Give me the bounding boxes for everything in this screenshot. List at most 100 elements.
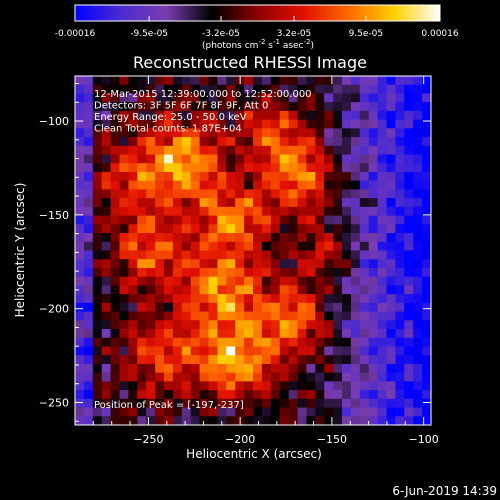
heatmap-cell [288, 171, 298, 182]
heatmap-cell [261, 250, 272, 260]
heatmap-cell [395, 215, 405, 225]
heatmap-cell [137, 84, 147, 94]
heatmap-cell [404, 276, 414, 286]
heatmap-cell [190, 398, 200, 408]
heatmap-cell [368, 311, 378, 321]
heatmap-cell [146, 259, 156, 269]
heatmap-cell [386, 198, 396, 208]
heatmap-cell [315, 233, 325, 243]
heatmap-cell [342, 189, 352, 199]
heatmap-cell [333, 407, 343, 417]
heatmap-cell [146, 154, 156, 164]
heatmap-cell [235, 84, 245, 94]
heatmap-cell [181, 372, 192, 382]
heatmap-cell [101, 119, 111, 129]
heatmap-cell [297, 346, 307, 356]
heatmap-cell [164, 302, 174, 312]
heatmap-cell [128, 311, 138, 321]
heatmap-cell [279, 76, 289, 86]
heatmap-cell [359, 250, 370, 260]
heatmap-cell [83, 311, 94, 321]
heatmap-cell [368, 171, 378, 182]
heatmap-cell [377, 294, 387, 304]
heatmap-cell [146, 171, 156, 182]
heatmap-cell [181, 206, 192, 217]
heatmap-cell [226, 407, 236, 417]
heatmap-cell [235, 110, 245, 121]
heatmap-cell [226, 206, 236, 217]
heatmap-cell [128, 137, 138, 147]
heatmap-cell [288, 276, 298, 286]
heatmap-cell [413, 110, 423, 121]
heatmap-cell [235, 102, 245, 112]
heatmap-cell [253, 250, 263, 260]
heatmap-cell [164, 233, 174, 243]
heatmap-cell [172, 250, 183, 260]
heatmap-cell [190, 119, 200, 129]
heatmap-cell [288, 355, 298, 365]
heatmap-cell [422, 154, 431, 164]
heatmap-cell [217, 93, 227, 103]
heatmap-cell [128, 76, 138, 86]
heatmap-cell [172, 110, 183, 121]
heatmap-cell [110, 163, 120, 173]
heatmap-cell [297, 276, 307, 286]
heatmap-cell [208, 285, 218, 295]
heatmap-cell [137, 180, 147, 190]
heatmap-cell [359, 416, 370, 425]
heatmap-cell [235, 93, 245, 103]
heatmap-cell [181, 381, 192, 391]
heatmap-cell [101, 276, 111, 286]
heatmap-cell [422, 355, 431, 365]
date-stamp: 6-Jun-2019 14:39 [392, 484, 497, 498]
heatmap-cell [297, 119, 307, 129]
heatmap-cell [395, 320, 405, 330]
heatmap-cell [101, 128, 111, 138]
heatmap-cell [190, 329, 200, 339]
heatmap-cell [119, 390, 129, 400]
heatmap-cell [333, 259, 343, 269]
heatmap-cell [155, 294, 165, 304]
heatmap-cell [297, 102, 307, 112]
observation-annotations: 12-Mar-2015 12:39:00.000 to 12:52:00.000… [94, 89, 312, 135]
heatmap-cell [342, 163, 352, 173]
heatmap-cell [368, 398, 378, 408]
heatmap-cell [226, 381, 236, 391]
heatmap-cell [155, 363, 165, 374]
heatmap-cell [190, 233, 200, 243]
heatmap-cell [83, 241, 94, 251]
heatmap-cell [110, 407, 120, 417]
heatmap-cell [261, 128, 272, 138]
heatmap-cell [110, 285, 120, 295]
heatmap-cell [306, 110, 316, 121]
heatmap-cell [119, 84, 129, 94]
heatmap-cell [395, 137, 405, 147]
heatmap-cell [315, 363, 325, 374]
heatmap-cell [324, 337, 334, 347]
heatmap-cell [190, 163, 200, 173]
heatmap-cell [404, 355, 414, 365]
heatmap-cell [128, 198, 138, 208]
heatmap-cell [83, 110, 94, 121]
heatmap-cell [253, 346, 263, 356]
heatmap-cell [83, 390, 94, 400]
heatmap-cell [413, 355, 423, 365]
heatmap-cell [253, 276, 263, 286]
heatmap-cell [261, 416, 272, 425]
heatmap-cell [119, 302, 129, 312]
heatmap-cell [190, 267, 200, 278]
heatmap-cell [395, 285, 405, 295]
heatmap-cell [279, 145, 289, 155]
heatmap-cell [279, 215, 289, 225]
heatmap-cell [110, 145, 120, 155]
heatmap-cell [172, 102, 183, 112]
heatmap-cell [110, 84, 120, 94]
heatmap-cell [261, 276, 272, 286]
heatmap-cell [226, 215, 236, 225]
heatmap-cell [128, 206, 138, 217]
heatmap-cell [164, 398, 174, 408]
heatmap-cell [253, 145, 263, 155]
heatmap-cell [155, 337, 165, 347]
heatmap-cell [359, 302, 370, 312]
heatmap-cell [128, 102, 138, 112]
